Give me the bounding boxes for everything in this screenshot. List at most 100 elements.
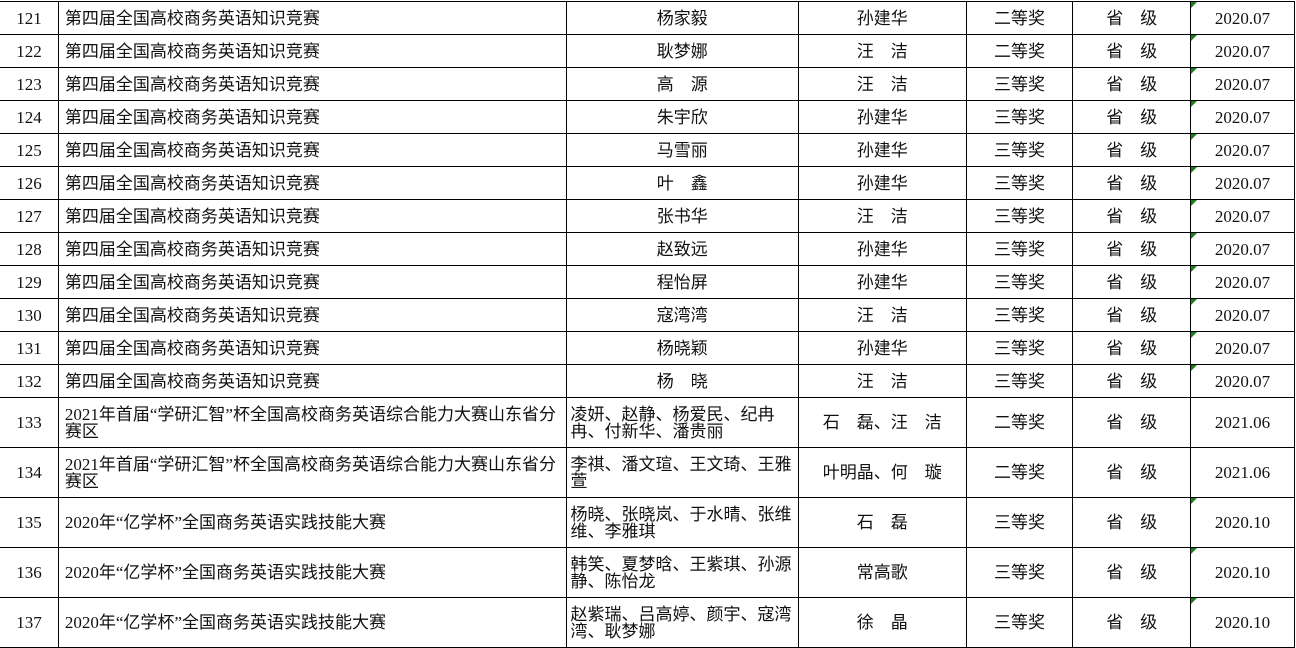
students-cell[interactable]: 朱宇欣 <box>565 100 799 134</box>
students-cell[interactable]: 马雪丽 <box>565 133 799 167</box>
row-number-cell[interactable]: 134 <box>0 447 59 498</box>
row-number-cell[interactable]: 124 <box>0 100 59 134</box>
date-cell[interactable]: 2020.07 <box>1190 1 1295 35</box>
award-cell[interactable]: 三等奖 <box>965 331 1074 365</box>
row-number-cell[interactable]: 122 <box>0 34 59 68</box>
row-number-cell[interactable]: 128 <box>0 232 59 266</box>
level-cell[interactable]: 省 级 <box>1072 331 1192 365</box>
award-cell[interactable]: 三等奖 <box>965 298 1074 332</box>
level-cell[interactable]: 省 级 <box>1072 547 1192 598</box>
competition-cell[interactable]: 第四届全国高校商务英语知识竞赛 <box>57 100 567 134</box>
teacher-cell[interactable]: 孙建华 <box>797 133 967 167</box>
row-number-cell[interactable]: 135 <box>0 497 59 548</box>
competition-cell[interactable]: 2020年“亿学杯”全国商务英语实践技能大赛 <box>57 497 567 548</box>
row-number-cell[interactable]: 126 <box>0 166 59 200</box>
level-cell[interactable]: 省 级 <box>1072 298 1192 332</box>
row-number-cell[interactable]: 123 <box>0 67 59 101</box>
award-cell[interactable]: 三等奖 <box>965 547 1074 598</box>
competition-cell[interactable]: 第四届全国高校商务英语知识竞赛 <box>57 364 567 398</box>
date-cell[interactable]: 2020.07 <box>1190 298 1295 332</box>
date-cell[interactable]: 2020.10 <box>1190 547 1295 598</box>
students-cell[interactable]: 张书华 <box>565 199 799 233</box>
date-cell[interactable]: 2020.07 <box>1190 364 1295 398</box>
level-cell[interactable]: 省 级 <box>1072 1 1192 35</box>
level-cell[interactable]: 省 级 <box>1072 34 1192 68</box>
teacher-cell[interactable]: 孙建华 <box>797 331 967 365</box>
level-cell[interactable]: 省 级 <box>1072 232 1192 266</box>
teacher-cell[interactable]: 叶明晶、何 璇 <box>797 447 967 498</box>
competition-cell[interactable]: 2020年“亿学杯”全国商务英语实践技能大赛 <box>57 597 567 648</box>
row-number-cell[interactable]: 125 <box>0 133 59 167</box>
row-number-cell[interactable]: 136 <box>0 547 59 598</box>
teacher-cell[interactable]: 孙建华 <box>797 1 967 35</box>
award-cell[interactable]: 三等奖 <box>965 100 1074 134</box>
award-cell[interactable]: 三等奖 <box>965 67 1074 101</box>
teacher-cell[interactable]: 孙建华 <box>797 166 967 200</box>
date-cell[interactable]: 2020.07 <box>1190 199 1295 233</box>
row-number-cell[interactable]: 132 <box>0 364 59 398</box>
level-cell[interactable]: 省 级 <box>1072 199 1192 233</box>
teacher-cell[interactable]: 石 磊、汪 洁 <box>797 397 967 448</box>
competition-cell[interactable]: 第四届全国高校商务英语知识竞赛 <box>57 166 567 200</box>
students-cell[interactable]: 赵致远 <box>565 232 799 266</box>
row-number-cell[interactable]: 129 <box>0 265 59 299</box>
students-cell[interactable]: 叶 鑫 <box>565 166 799 200</box>
students-cell[interactable]: 李祺、潘文瑄、王文琦、王雅萱 <box>565 447 799 498</box>
award-cell[interactable]: 二等奖 <box>965 447 1074 498</box>
students-cell[interactable]: 杨家毅 <box>565 1 799 35</box>
competition-cell[interactable]: 第四届全国高校商务英语知识竞赛 <box>57 1 567 35</box>
teacher-cell[interactable]: 孙建华 <box>797 100 967 134</box>
competition-cell[interactable]: 第四届全国高校商务英语知识竞赛 <box>57 232 567 266</box>
row-number-cell[interactable]: 137 <box>0 597 59 648</box>
date-cell[interactable]: 2021.06 <box>1190 397 1295 448</box>
teacher-cell[interactable]: 徐 晶 <box>797 597 967 648</box>
students-cell[interactable]: 程怡屏 <box>565 265 799 299</box>
level-cell[interactable]: 省 级 <box>1072 364 1192 398</box>
award-cell[interactable]: 三等奖 <box>965 166 1074 200</box>
students-cell[interactable]: 杨 晓 <box>565 364 799 398</box>
competition-cell[interactable]: 第四届全国高校商务英语知识竞赛 <box>57 298 567 332</box>
competition-cell[interactable]: 第四届全国高校商务英语知识竞赛 <box>57 67 567 101</box>
teacher-cell[interactable]: 汪 洁 <box>797 199 967 233</box>
award-cell[interactable]: 三等奖 <box>965 597 1074 648</box>
award-cell[interactable]: 三等奖 <box>965 199 1074 233</box>
row-number-cell[interactable]: 133 <box>0 397 59 448</box>
teacher-cell[interactable]: 孙建华 <box>797 232 967 266</box>
level-cell[interactable]: 省 级 <box>1072 133 1192 167</box>
award-cell[interactable]: 三等奖 <box>965 364 1074 398</box>
level-cell[interactable]: 省 级 <box>1072 100 1192 134</box>
date-cell[interactable]: 2020.10 <box>1190 497 1295 548</box>
award-cell[interactable]: 二等奖 <box>965 34 1074 68</box>
level-cell[interactable]: 省 级 <box>1072 497 1192 548</box>
students-cell[interactable]: 高 源 <box>565 67 799 101</box>
students-cell[interactable]: 寇湾湾 <box>565 298 799 332</box>
award-cell[interactable]: 三等奖 <box>965 497 1074 548</box>
level-cell[interactable]: 省 级 <box>1072 447 1192 498</box>
competition-cell[interactable]: 2020年“亿学杯”全国商务英语实践技能大赛 <box>57 547 567 598</box>
students-cell[interactable]: 耿梦娜 <box>565 34 799 68</box>
date-cell[interactable]: 2020.07 <box>1190 133 1295 167</box>
level-cell[interactable]: 省 级 <box>1072 166 1192 200</box>
award-cell[interactable]: 三等奖 <box>965 265 1074 299</box>
teacher-cell[interactable]: 汪 洁 <box>797 298 967 332</box>
date-cell[interactable]: 2020.07 <box>1190 166 1295 200</box>
date-cell[interactable]: 2020.10 <box>1190 597 1295 648</box>
date-cell[interactable]: 2020.07 <box>1190 331 1295 365</box>
date-cell[interactable]: 2020.07 <box>1190 232 1295 266</box>
teacher-cell[interactable]: 汪 洁 <box>797 34 967 68</box>
level-cell[interactable]: 省 级 <box>1072 265 1192 299</box>
students-cell[interactable]: 凌妍、赵静、杨爱民、纪冉冉、付新华、潘贵丽 <box>565 397 799 448</box>
level-cell[interactable]: 省 级 <box>1072 67 1192 101</box>
teacher-cell[interactable]: 汪 洁 <box>797 364 967 398</box>
teacher-cell[interactable]: 石 磊 <box>797 497 967 548</box>
date-cell[interactable]: 2020.07 <box>1190 100 1295 134</box>
row-number-cell[interactable]: 127 <box>0 199 59 233</box>
competition-cell[interactable]: 第四届全国高校商务英语知识竞赛 <box>57 199 567 233</box>
award-cell[interactable]: 二等奖 <box>965 397 1074 448</box>
students-cell[interactable]: 杨晓颖 <box>565 331 799 365</box>
teacher-cell[interactable]: 汪 洁 <box>797 67 967 101</box>
students-cell[interactable]: 赵紫瑞、吕高婷、颜宇、寇湾湾、耿梦娜 <box>565 597 799 648</box>
students-cell[interactable]: 杨晓、张晓岚、于水晴、张维维、李雅琪 <box>565 497 799 548</box>
date-cell[interactable]: 2021.06 <box>1190 447 1295 498</box>
competition-cell[interactable]: 2021年首届“学研汇智”杯全国高校商务英语综合能力大赛山东省分赛区 <box>57 397 567 448</box>
